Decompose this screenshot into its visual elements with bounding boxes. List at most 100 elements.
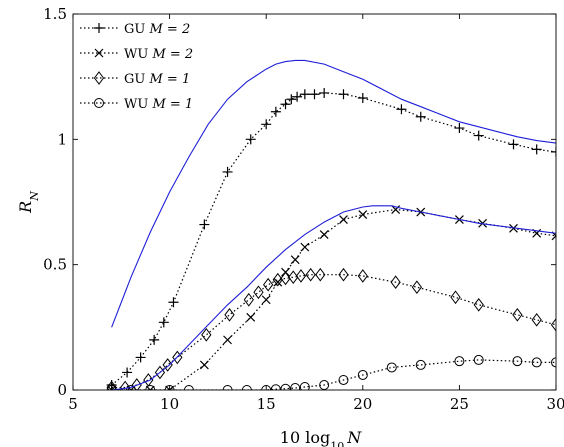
data-point-3-5 bbox=[222, 385, 233, 390]
data-point-1-2 bbox=[145, 385, 155, 390]
data-point-2-23 bbox=[473, 297, 484, 312]
legend-marker-3 bbox=[94, 98, 104, 108]
data-point-1-13 bbox=[339, 215, 348, 224]
data-point-3-16 bbox=[415, 359, 426, 370]
legend: GU M = 2 WU M = 2 GU M = 1 WU M = 1 bbox=[80, 22, 193, 112]
data-point-0-12 bbox=[286, 94, 297, 105]
data-point-3-12 bbox=[319, 379, 330, 390]
data-point-0-7 bbox=[222, 166, 233, 177]
data-point-3-13 bbox=[338, 374, 349, 385]
data-point-2-12 bbox=[272, 272, 283, 287]
series-layer bbox=[106, 59, 556, 390]
data-point-2-10 bbox=[253, 285, 264, 300]
data-point-3-21 bbox=[551, 357, 556, 368]
data-point-2-11 bbox=[263, 277, 274, 292]
data-point-3-8 bbox=[270, 384, 281, 390]
data-point-0-22 bbox=[473, 130, 484, 141]
data-point-3-20 bbox=[531, 357, 542, 368]
data-point-0-15 bbox=[309, 89, 320, 100]
data-point-0-5 bbox=[168, 297, 179, 308]
data-point-1-14 bbox=[358, 210, 368, 219]
data-point-1-7 bbox=[261, 295, 271, 305]
data-point-0-13 bbox=[292, 91, 303, 102]
data-point-2-15 bbox=[295, 269, 307, 283]
legend-marker-0 bbox=[94, 23, 104, 33]
series-4 bbox=[111, 59, 556, 328]
data-point-2-13 bbox=[280, 271, 291, 286]
data-point-3-2 bbox=[145, 385, 156, 390]
data-point-2-14 bbox=[288, 270, 299, 285]
legend-item-0: GU M = 2 bbox=[80, 22, 190, 37]
data-point-0-23 bbox=[508, 139, 519, 150]
data-point-2-25 bbox=[531, 312, 542, 327]
data-point-0-17 bbox=[338, 89, 349, 100]
series-0 bbox=[106, 87, 556, 390]
data-point-2-8 bbox=[224, 307, 235, 322]
y-tick-label-2: 1 bbox=[57, 130, 67, 148]
data-point-1-10 bbox=[290, 255, 300, 265]
data-point-0-14 bbox=[299, 89, 310, 100]
data-point-0-24 bbox=[531, 144, 542, 155]
data-point-3-4 bbox=[183, 385, 194, 390]
axes-frame bbox=[72, 13, 557, 391]
data-point-0-3 bbox=[149, 334, 160, 345]
y-tick-label-3: 1.5 bbox=[43, 5, 67, 23]
plot-background bbox=[73, 14, 556, 390]
data-point-0-16 bbox=[319, 87, 330, 98]
data-point-2-21 bbox=[411, 280, 423, 295]
data-point-1-11 bbox=[300, 242, 310, 252]
data-point-3-11 bbox=[299, 381, 310, 390]
legend-item-3: WU M = 1 bbox=[80, 97, 193, 112]
data-point-0-18 bbox=[357, 92, 368, 103]
data-point-1-6 bbox=[246, 312, 256, 322]
data-point-2-2 bbox=[131, 378, 142, 390]
data-point-0-8 bbox=[245, 134, 256, 145]
data-point-2-6 bbox=[172, 350, 183, 365]
data-point-3-0 bbox=[106, 385, 117, 390]
data-point-2-22 bbox=[450, 290, 461, 305]
legend-item-2: GU M = 1 bbox=[80, 71, 190, 87]
data-point-1-3 bbox=[165, 385, 175, 390]
legend-label-2: GU M = 1 bbox=[124, 72, 190, 87]
data-point-0-2 bbox=[135, 352, 146, 363]
x-tick-label-5: 30 bbox=[546, 395, 564, 413]
data-point-3-15 bbox=[386, 362, 397, 373]
legend-label-1: WU M = 2 bbox=[124, 47, 193, 62]
data-point-3-10 bbox=[290, 382, 301, 390]
x-tick-label-3: 20 bbox=[353, 395, 372, 413]
data-point-3-14 bbox=[357, 369, 368, 380]
data-point-2-1 bbox=[120, 380, 131, 390]
y-tick-label-1: 0.5 bbox=[43, 256, 67, 274]
data-point-3-1 bbox=[125, 385, 136, 390]
data-point-0-21 bbox=[454, 123, 465, 134]
data-point-0-10 bbox=[270, 106, 281, 117]
data-point-2-18 bbox=[338, 267, 349, 282]
x-tick-label-0: 5 bbox=[68, 395, 78, 413]
data-point-1-0 bbox=[107, 385, 117, 390]
legend-item-1: WU M = 2 bbox=[80, 47, 193, 62]
data-point-1-4 bbox=[199, 360, 209, 370]
y-axis-label: RN bbox=[16, 191, 41, 214]
data-point-2-19 bbox=[357, 269, 368, 283]
series-line-5 bbox=[111, 205, 556, 390]
data-point-2-17 bbox=[315, 267, 326, 282]
x-axis-label: 10 log10 N bbox=[280, 428, 362, 447]
data-point-0-11 bbox=[280, 99, 291, 110]
data-point-3-19 bbox=[512, 356, 523, 367]
data-point-3-17 bbox=[454, 356, 465, 367]
data-point-1-12 bbox=[319, 230, 329, 240]
data-point-0-9 bbox=[261, 119, 272, 130]
data-point-2-26 bbox=[550, 317, 556, 332]
legend-label-3: WU M = 1 bbox=[124, 97, 193, 112]
x-tick-label-2: 15 bbox=[257, 395, 276, 413]
plot-area bbox=[73, 14, 556, 390]
data-point-2-16 bbox=[305, 267, 316, 282]
axes-layer: 5 10 15 20 25 30 0 0.5 1 1.5 10 log10 N RN bbox=[16, 5, 564, 447]
data-point-1-15 bbox=[391, 205, 401, 214]
legend-marker-2 bbox=[93, 71, 105, 85]
data-point-2-5 bbox=[162, 358, 173, 372]
data-point-3-6 bbox=[241, 385, 252, 390]
data-point-2-24 bbox=[512, 307, 523, 322]
